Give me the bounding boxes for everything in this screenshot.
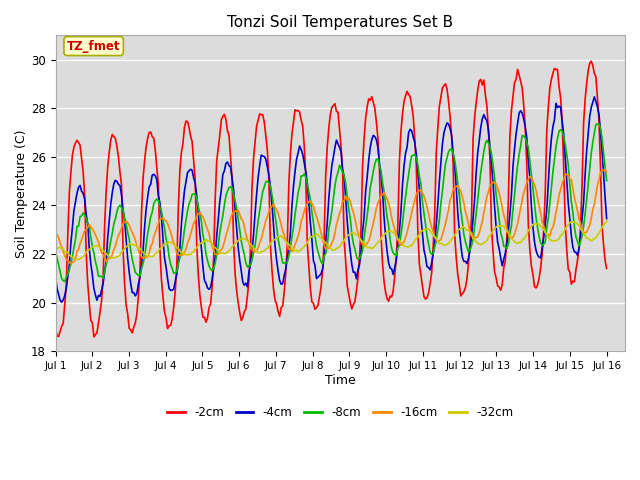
Y-axis label: Soil Temperature (C): Soil Temperature (C) bbox=[15, 129, 28, 258]
-8cm bbox=[52, 247, 60, 252]
-4cm bbox=[245, 269, 253, 275]
-8cm bbox=[121, 216, 129, 221]
-4cm bbox=[52, 274, 60, 280]
-4cm bbox=[591, 94, 598, 100]
-4cm bbox=[58, 299, 65, 305]
-32cm bbox=[218, 251, 225, 256]
-16cm bbox=[603, 169, 611, 175]
-8cm bbox=[245, 263, 253, 269]
-32cm bbox=[245, 240, 253, 245]
-32cm bbox=[294, 249, 302, 254]
Line: -2cm: -2cm bbox=[56, 61, 607, 337]
-2cm bbox=[52, 324, 60, 330]
-4cm bbox=[573, 252, 581, 258]
-2cm bbox=[90, 334, 98, 340]
-32cm bbox=[603, 218, 611, 224]
-16cm bbox=[67, 261, 75, 267]
-4cm bbox=[294, 150, 302, 156]
X-axis label: Time: Time bbox=[325, 374, 356, 387]
-32cm bbox=[75, 257, 83, 263]
Line: -16cm: -16cm bbox=[56, 170, 607, 264]
-32cm bbox=[236, 236, 244, 241]
-8cm bbox=[61, 279, 68, 285]
-2cm bbox=[245, 277, 253, 283]
Legend: -2cm, -4cm, -8cm, -16cm, -32cm: -2cm, -4cm, -8cm, -16cm, -32cm bbox=[163, 401, 518, 424]
Text: TZ_fmet: TZ_fmet bbox=[67, 39, 120, 52]
-4cm bbox=[603, 216, 611, 221]
-8cm bbox=[236, 227, 244, 233]
-32cm bbox=[121, 246, 129, 252]
-16cm bbox=[52, 229, 60, 235]
-2cm bbox=[218, 117, 225, 123]
Line: -32cm: -32cm bbox=[56, 221, 607, 260]
-16cm bbox=[245, 240, 253, 245]
-4cm bbox=[121, 217, 129, 223]
-2cm bbox=[573, 258, 581, 264]
-16cm bbox=[236, 211, 244, 217]
-8cm bbox=[573, 239, 581, 244]
-16cm bbox=[294, 233, 302, 239]
-16cm bbox=[218, 247, 225, 252]
-16cm bbox=[573, 208, 581, 214]
-8cm bbox=[603, 178, 611, 183]
-8cm bbox=[595, 121, 603, 127]
-2cm bbox=[121, 281, 129, 287]
-2cm bbox=[294, 108, 302, 113]
-2cm bbox=[603, 265, 611, 271]
-2cm bbox=[236, 310, 244, 315]
-16cm bbox=[598, 167, 606, 173]
Line: -8cm: -8cm bbox=[56, 124, 607, 282]
-32cm bbox=[52, 246, 60, 252]
-4cm bbox=[236, 258, 244, 264]
-8cm bbox=[218, 221, 225, 227]
-32cm bbox=[573, 221, 581, 227]
Line: -4cm: -4cm bbox=[56, 97, 607, 302]
-2cm bbox=[588, 58, 595, 64]
-4cm bbox=[218, 188, 225, 193]
-16cm bbox=[121, 219, 129, 225]
-8cm bbox=[294, 190, 302, 195]
Title: Tonzi Soil Temperatures Set B: Tonzi Soil Temperatures Set B bbox=[227, 15, 453, 30]
